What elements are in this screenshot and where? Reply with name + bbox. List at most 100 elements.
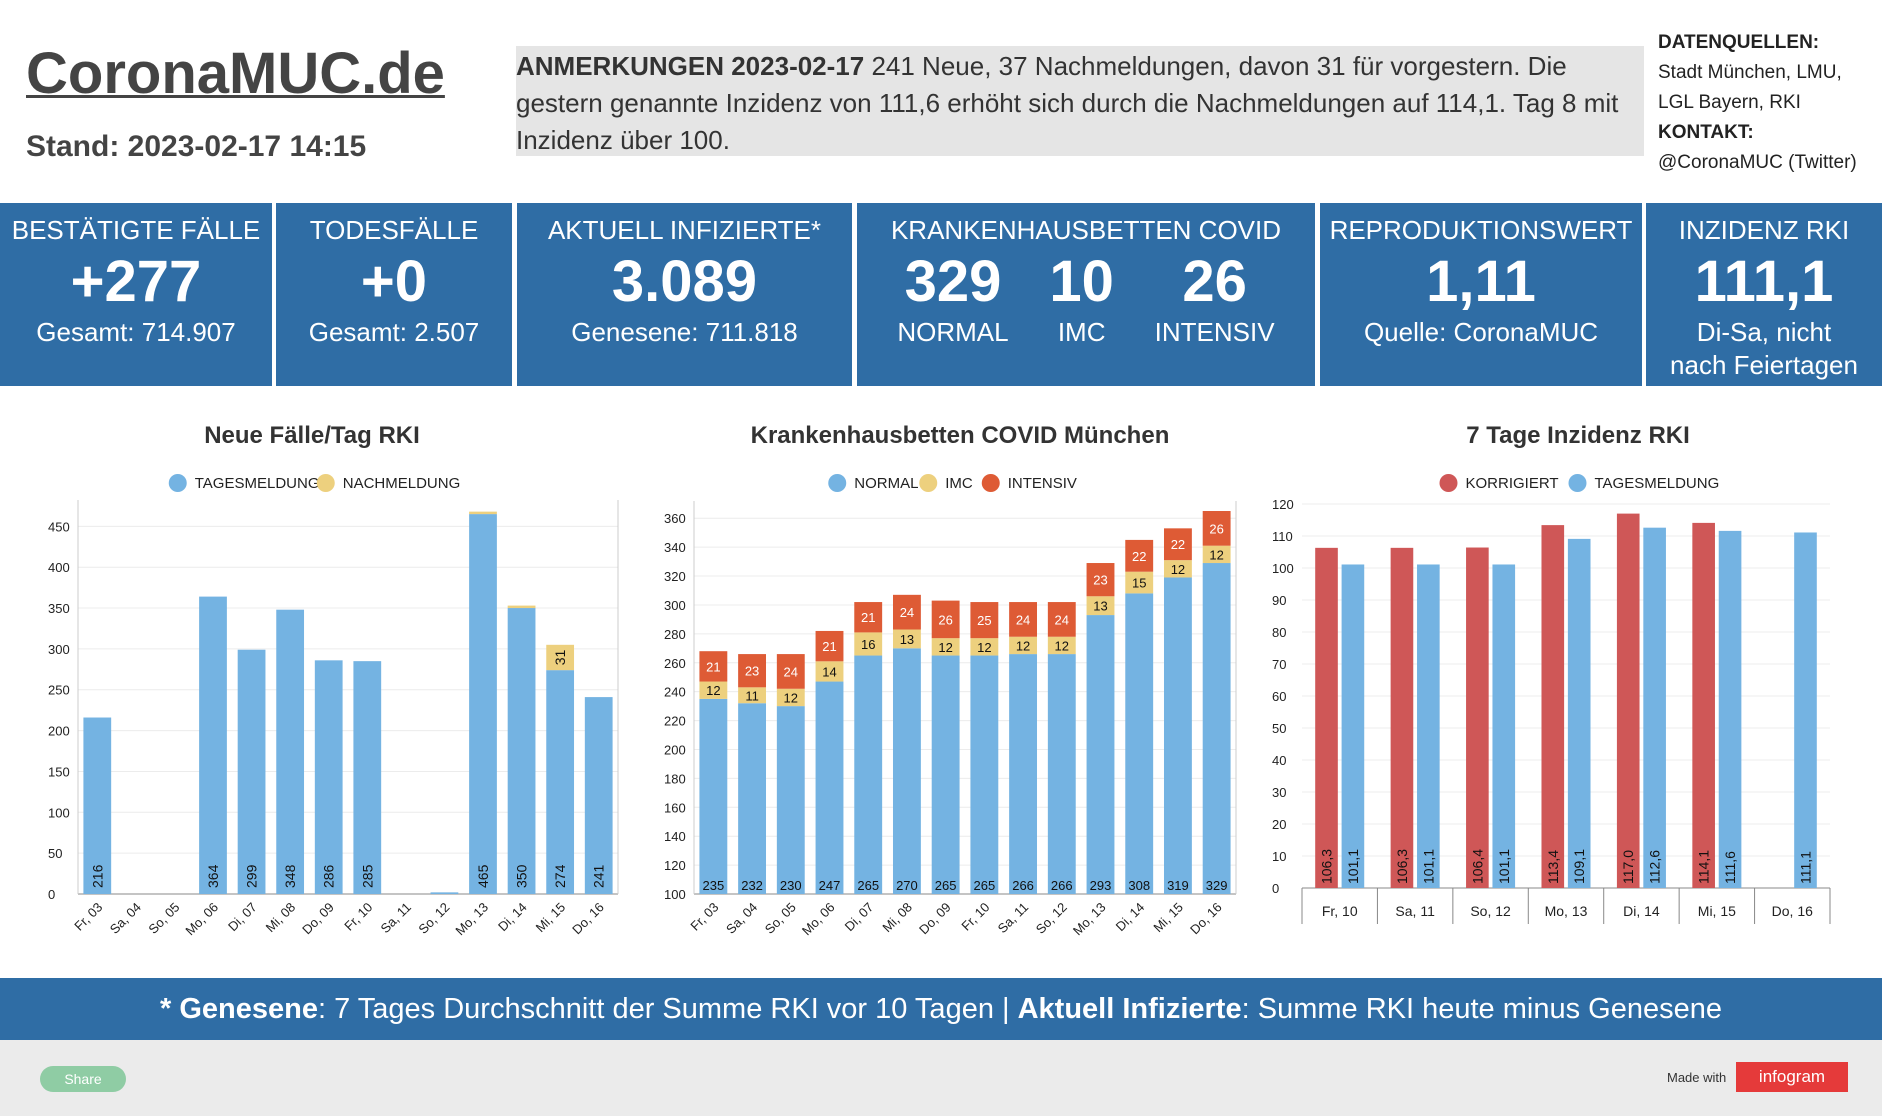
y-tick-label: 50 — [1272, 721, 1286, 736]
data-label: 286 — [321, 864, 337, 888]
x-tick-label: Mo, 13 — [1070, 900, 1109, 939]
notes-text: 241 Neue, 37 Nachmeldungen, davon 31 für… — [516, 51, 1619, 155]
data-label: 21 — [706, 659, 720, 674]
legend-label: KORRIGIERT — [1466, 475, 1559, 492]
data-label: 22 — [1132, 549, 1146, 564]
x-tick-label: Sa, 11 — [1395, 903, 1435, 919]
bar — [1390, 547, 1414, 888]
x-tick-label: So, 05 — [762, 900, 799, 937]
y-tick-label: 140 — [664, 829, 686, 844]
data-label: 12 — [977, 640, 991, 655]
legend-marker — [168, 474, 187, 492]
brand-link[interactable]: infogram — [1736, 1062, 1848, 1092]
kpi-box: INZIDENZ RKI 111,1 Di-Sa, nicht nach Fei… — [1646, 203, 1882, 386]
x-tick-label: Di, 14 — [495, 900, 530, 935]
chart-title: Krankenhausbetten COVID München — [751, 422, 1170, 449]
bar — [314, 660, 343, 894]
y-tick-label: 350 — [48, 601, 70, 616]
x-tick-label: Do, 16 — [1187, 900, 1225, 938]
bar — [970, 602, 999, 639]
data-label: 21 — [822, 639, 836, 654]
x-tick-label: Di, 14 — [1623, 903, 1660, 919]
data-label: 106,3 — [1319, 849, 1335, 884]
kpi-sub: Quelle: CoronaMUC — [1363, 317, 1599, 347]
data-label: 364 — [205, 864, 221, 888]
x-tick-label: Mo, 06 — [799, 900, 838, 939]
charts: Neue Fälle/Tag RKI TAGESMELDUNG NACHMELDUN… — [48, 422, 1831, 939]
bar — [699, 681, 728, 699]
data-label: 235 — [703, 878, 725, 893]
bar — [776, 688, 805, 707]
bar — [815, 630, 844, 662]
y-tick-label: 40 — [1272, 753, 1286, 768]
bar — [1202, 511, 1231, 546]
kpi-box: AKTUELL INFIZIERTE* 3.089 Genesene: 711.… — [517, 203, 852, 386]
bar — [1009, 636, 1038, 655]
bar — [854, 655, 883, 894]
y-tick-label: 100 — [1272, 561, 1294, 576]
data-label: 101,1 — [1345, 849, 1361, 884]
kpi-title: INZIDENZ RKI — [1678, 215, 1850, 245]
bar — [1009, 654, 1038, 894]
kpi-value: +277 — [70, 249, 202, 314]
bar — [1616, 513, 1640, 888]
bar — [699, 651, 728, 682]
legend-marker — [919, 474, 938, 492]
bar — [1492, 564, 1516, 888]
data-label: 12 — [784, 690, 798, 705]
share-button[interactable]: Share — [40, 1066, 126, 1092]
legend-label: TAGESMELDUNG — [195, 475, 320, 492]
data-label: 14 — [822, 664, 836, 679]
data-label: 23 — [745, 664, 759, 679]
data-label: 13 — [900, 632, 914, 647]
bar — [507, 605, 536, 609]
site-title[interactable]: CoronaMUC.de — [26, 41, 445, 106]
made-with: Made with — [1667, 1070, 1727, 1085]
bar — [1125, 539, 1154, 572]
data-label: 241 — [591, 864, 607, 888]
sources: DATENQUELLEN: Stadt München, LMU, LGL Ba… — [1658, 28, 1857, 178]
bar — [1202, 545, 1231, 564]
kpi-box: TODESFÄLLE +0 Gesamt: 2.507 — [276, 203, 512, 386]
sources-heading: DATENQUELLEN: — [1658, 32, 1820, 53]
bar — [970, 655, 999, 894]
data-label: 247 — [819, 878, 841, 893]
legend-label: INTENSIV — [1008, 475, 1077, 492]
bar — [199, 596, 227, 894]
footnote: * Genesene: 7 Tages Durchschnitt der Sum… — [0, 978, 1882, 1040]
y-tick-label: 400 — [48, 560, 70, 575]
footnote-bold: * Genesene — [160, 993, 319, 1025]
data-label: 11 — [745, 688, 759, 703]
kpi-value: 10 — [1049, 249, 1114, 314]
bar — [931, 600, 960, 639]
data-label: 348 — [282, 864, 298, 888]
y-tick-label: 60 — [1272, 689, 1286, 704]
x-tick-label: Fr, 10 — [958, 900, 992, 934]
x-tick-label: Sa, 11 — [995, 900, 1032, 937]
bottom-bar — [0, 1040, 1882, 1116]
bar — [776, 654, 805, 689]
bar — [1125, 593, 1154, 894]
x-tick-label: Sa, 11 — [377, 900, 414, 937]
y-tick-label: 340 — [664, 540, 686, 555]
data-label: 26 — [938, 612, 952, 627]
data-label: 265 — [857, 878, 879, 893]
data-label: 266 — [1012, 878, 1034, 893]
y-tick-label: 90 — [1272, 593, 1286, 608]
x-tick-label: Mi, 15 — [1150, 900, 1186, 936]
data-label: 31 — [552, 649, 568, 665]
data-label: 101,1 — [1420, 849, 1436, 884]
x-tick-label: Sa, 04 — [107, 900, 144, 937]
y-tick-label: 280 — [664, 627, 686, 642]
bar — [892, 594, 921, 630]
y-tick-label: 200 — [48, 724, 70, 739]
x-tick-label: Fr, 03 — [687, 900, 721, 934]
data-label: 113,4 — [1545, 850, 1561, 884]
x-tick-label: Mi, 08 — [879, 900, 915, 936]
y-tick-label: 220 — [664, 714, 686, 729]
bar — [584, 697, 613, 894]
x-tick-label: Do, 16 — [1772, 903, 1813, 919]
y-tick-label: 450 — [48, 519, 70, 534]
kpi-title: TODESFÄLLE — [309, 215, 479, 245]
data-label: 265 — [974, 878, 996, 893]
